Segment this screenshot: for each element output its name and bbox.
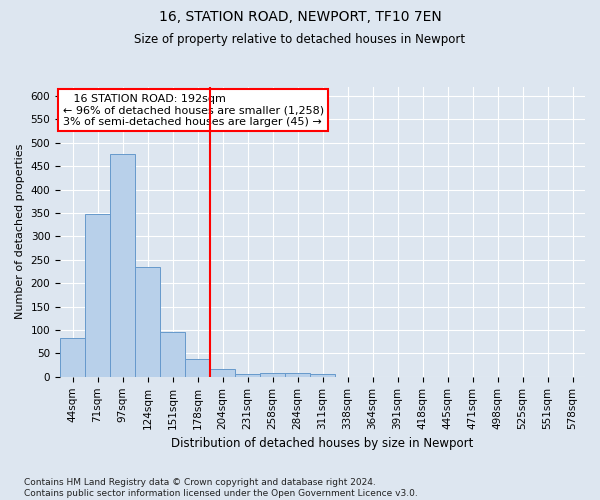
Bar [135,267,160,377]
Bar [185,359,210,377]
Text: Size of property relative to detached houses in Newport: Size of property relative to detached ho… [134,32,466,46]
Bar [260,373,285,377]
Bar [285,373,310,377]
Text: 16 STATION ROAD: 192sqm
← 96% of detached houses are smaller (1,258)
3% of semi-: 16 STATION ROAD: 192sqm ← 96% of detache… [62,94,324,127]
Bar [235,374,260,377]
Bar [60,338,85,377]
Bar [160,332,185,377]
Bar [85,214,110,377]
X-axis label: Distribution of detached houses by size in Newport: Distribution of detached houses by size … [172,437,474,450]
Text: 16, STATION ROAD, NEWPORT, TF10 7EN: 16, STATION ROAD, NEWPORT, TF10 7EN [158,10,442,24]
Y-axis label: Number of detached properties: Number of detached properties [15,144,25,320]
Bar [310,374,335,377]
Bar [210,369,235,377]
Text: Contains HM Land Registry data © Crown copyright and database right 2024.
Contai: Contains HM Land Registry data © Crown c… [24,478,418,498]
Bar [110,154,135,377]
